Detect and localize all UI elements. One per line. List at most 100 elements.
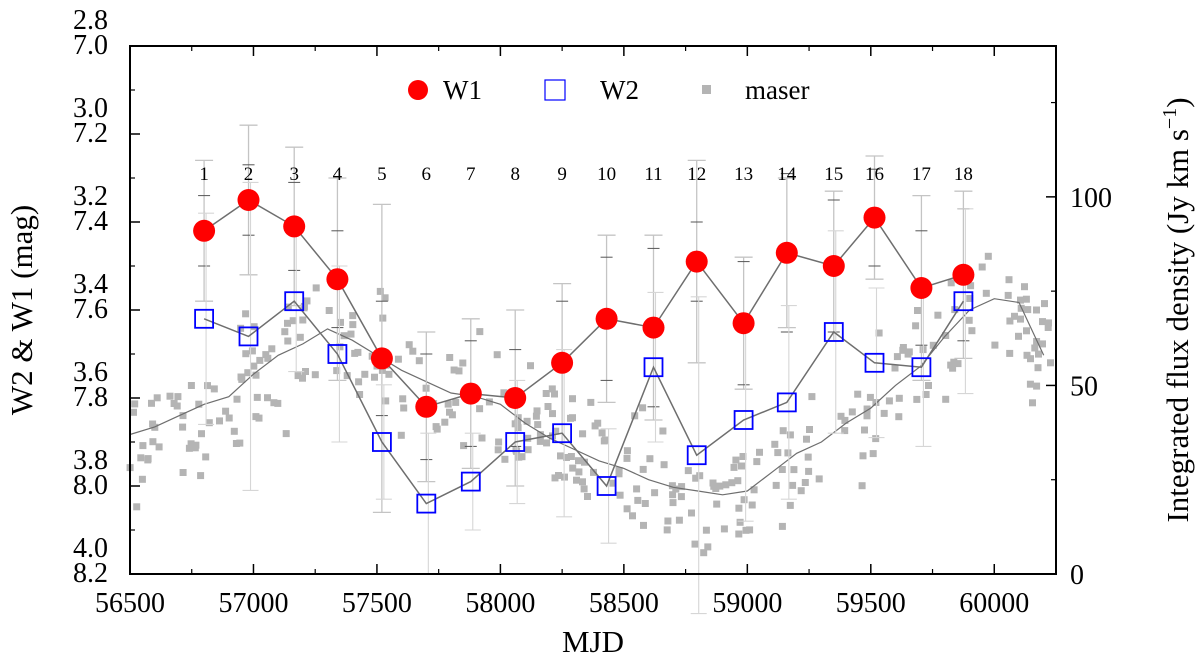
maser-point — [493, 351, 501, 359]
maser-point — [137, 454, 145, 462]
maser-point — [460, 442, 468, 450]
maser-point — [640, 521, 647, 529]
right-tick-label: 100 — [1070, 183, 1112, 214]
maser-point — [337, 318, 344, 326]
maser-point — [448, 411, 456, 419]
w2-tick-label: 3.2 — [73, 181, 108, 212]
maser-point — [634, 496, 642, 504]
maser-point — [1047, 359, 1054, 367]
maser-point — [333, 367, 341, 375]
maser-point — [148, 399, 155, 407]
maser-point — [750, 486, 758, 494]
maser-point — [210, 385, 218, 393]
maser-point — [385, 370, 393, 378]
epoch-label: 5 — [377, 164, 387, 185]
maser-point — [222, 407, 230, 415]
maser-point — [340, 332, 348, 340]
maser-point — [580, 485, 588, 493]
w2-point — [864, 352, 885, 373]
maser-point — [629, 512, 636, 520]
maser-point — [557, 452, 564, 460]
maser-point — [252, 371, 260, 379]
maser-point — [500, 389, 508, 397]
maser-point — [382, 397, 390, 405]
maser-point — [1033, 306, 1040, 314]
w1-point — [775, 241, 798, 264]
maser-point — [600, 437, 608, 445]
maser-point — [485, 398, 493, 406]
epoch-label: 6 — [422, 164, 432, 185]
epoch-label: 8 — [510, 164, 520, 185]
maser-point — [1041, 300, 1048, 308]
axes: 56500 57000 57500 58000 58500 59000 59500 60000… — [73, 5, 1112, 619]
maser-point — [455, 367, 463, 375]
maser-point — [216, 417, 223, 425]
maser-point — [660, 461, 668, 469]
maser-point — [533, 407, 541, 415]
maser-point — [646, 455, 654, 463]
w1-point — [863, 206, 886, 229]
maser-point — [978, 263, 986, 271]
maser-point — [742, 526, 750, 534]
w2-point — [371, 432, 392, 452]
epoch-label: 16 — [865, 164, 884, 185]
epoch-label: 1 — [199, 164, 209, 185]
maser-point — [248, 347, 256, 355]
maser-point — [376, 287, 384, 295]
x-tick-label: 58000 — [465, 588, 535, 619]
maser-point — [543, 439, 551, 447]
maser-point — [1045, 319, 1052, 327]
maser-point — [594, 419, 602, 427]
maser-point — [225, 414, 233, 422]
maser-point — [441, 418, 449, 426]
maser-point — [772, 481, 780, 489]
maser-point — [664, 517, 672, 525]
w2-tick-label: 4.0 — [73, 533, 108, 564]
w2-tick-label: 3.4 — [73, 269, 108, 300]
maser-point — [716, 482, 724, 490]
maser-point — [527, 362, 534, 370]
maser-point — [702, 526, 710, 534]
w1-tick-label: 8.2 — [73, 558, 108, 589]
w2-point — [238, 326, 259, 347]
w2-point — [416, 493, 437, 514]
maser-point — [1011, 312, 1018, 320]
maser-point — [548, 385, 556, 393]
w1-tick-label: 7.4 — [73, 206, 108, 237]
maser-point — [1017, 315, 1024, 323]
maser-point — [179, 469, 187, 476]
maser-point — [399, 395, 407, 403]
maser-point — [138, 475, 146, 483]
maser-point — [433, 425, 441, 433]
maser-point — [739, 453, 747, 460]
maser-point — [623, 454, 631, 462]
maser-point — [968, 327, 976, 335]
epoch-label: 10 — [597, 164, 616, 185]
maser-point — [615, 470, 623, 478]
maser-point — [837, 412, 845, 420]
maser-point — [284, 303, 292, 311]
maser-point — [400, 404, 408, 412]
maser-point — [736, 518, 744, 526]
maser-point — [808, 393, 816, 401]
maser-point — [869, 450, 877, 458]
w1-point — [822, 255, 845, 277]
maser-point — [343, 372, 351, 380]
maser-point — [144, 455, 152, 463]
maser-point — [720, 525, 728, 533]
maser-point — [668, 482, 676, 490]
legend-maser-label: maser — [745, 75, 809, 105]
maser-point — [450, 366, 458, 374]
maser-point — [1034, 364, 1042, 372]
maser-point — [155, 443, 163, 451]
maser-point — [893, 353, 901, 361]
maser-point — [771, 440, 779, 448]
maser-point — [233, 395, 241, 403]
maser-point — [778, 466, 786, 473]
maser-point — [1029, 399, 1036, 407]
w2-points — [194, 291, 974, 514]
maser-point — [875, 329, 883, 337]
maser-point — [476, 405, 484, 413]
epoch-label: 15 — [824, 164, 843, 185]
maser-point — [895, 394, 903, 402]
